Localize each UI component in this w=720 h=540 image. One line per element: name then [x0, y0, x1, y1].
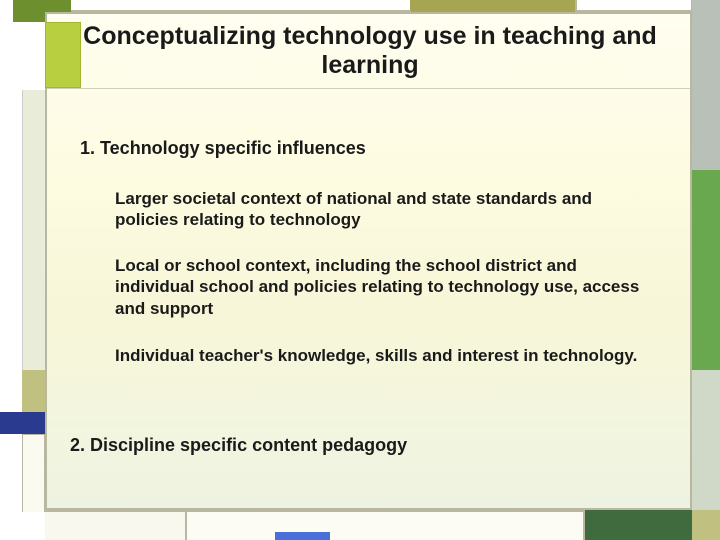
- deco-left-bottom-frame: [22, 434, 45, 512]
- slide-canvas: Conceptualizing technology use in teachi…: [0, 0, 720, 540]
- section-1-para-2: Local or school context, including the s…: [115, 255, 655, 319]
- deco-right-lower: [692, 370, 720, 510]
- deco-right-gray: [692, 0, 720, 170]
- deco-top-frame: [71, 0, 411, 12]
- deco-title-underline: [47, 88, 690, 89]
- deco-left-olive-strip: [22, 370, 45, 412]
- deco-right-bottom-olive: [692, 510, 720, 540]
- deco-bottom-left-panel: [45, 510, 185, 540]
- slide-title: Conceptualizing technology use in teachi…: [80, 22, 660, 80]
- deco-top-right-frame: [575, 0, 693, 12]
- section-1-para-1: Larger societal context of national and …: [115, 188, 655, 231]
- section-2-heading: 2. Discipline specific content pedagogy: [70, 435, 407, 456]
- section-1-para-3: Individual teacher's knowledge, skills a…: [115, 345, 655, 366]
- deco-bottom-frame: [185, 510, 585, 540]
- section-1-heading: 1. Technology specific influences: [80, 138, 366, 159]
- deco-left-light: [22, 90, 45, 370]
- deco-bottom-blue: [275, 532, 330, 540]
- deco-yellowgreen-block: [45, 22, 81, 88]
- deco-bottom-darkgreen: [585, 510, 692, 540]
- deco-right-green: [692, 170, 720, 370]
- deco-top-olive-bar: [410, 0, 575, 12]
- deco-left-navy: [0, 412, 45, 434]
